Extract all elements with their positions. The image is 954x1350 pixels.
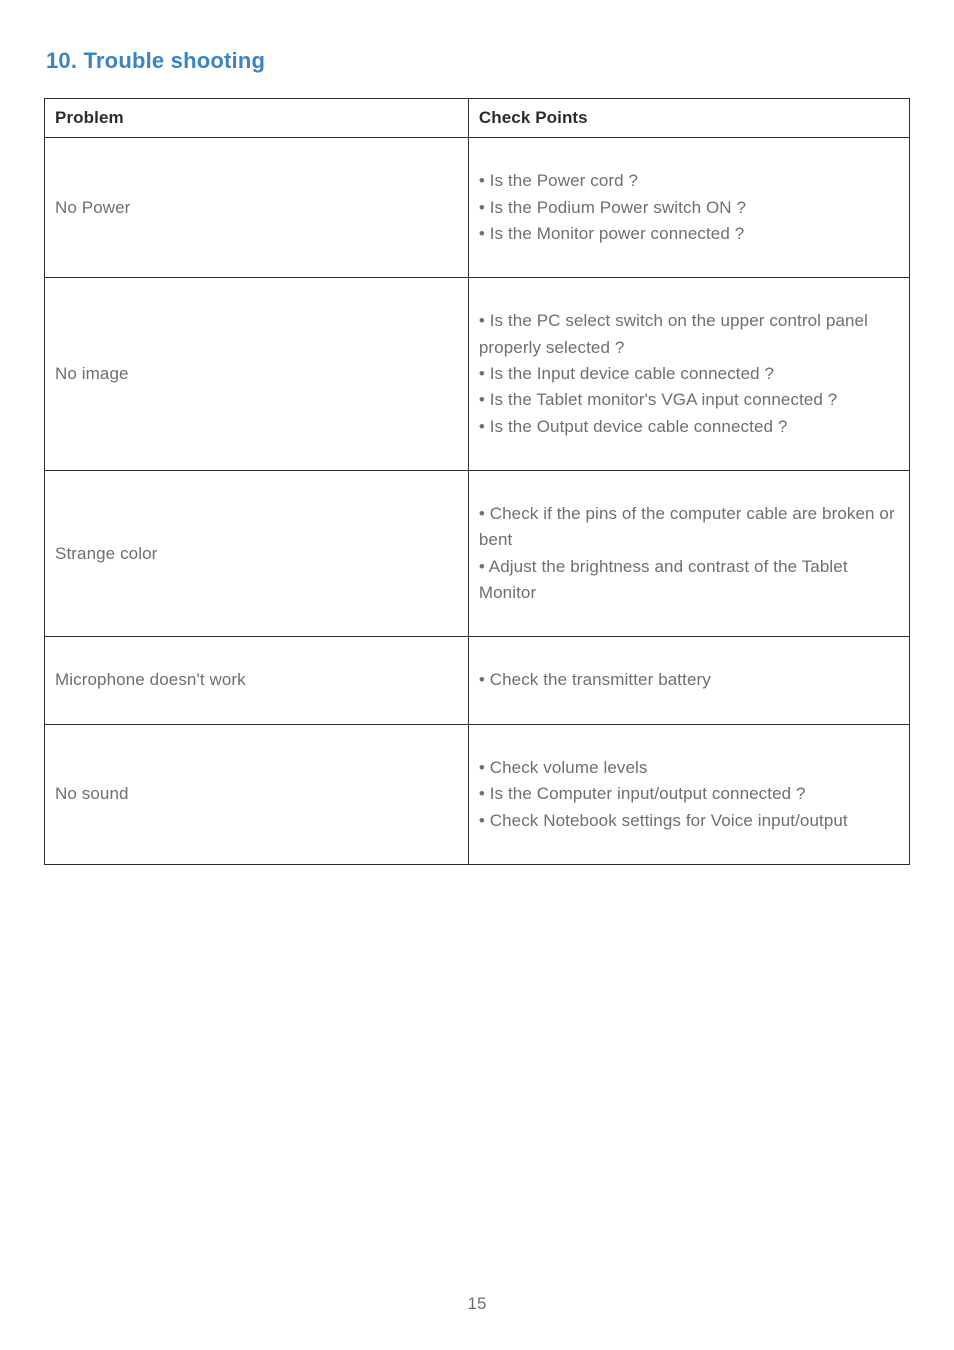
table-row: No Power Is the Power cord ? Is the Podi…	[45, 138, 910, 278]
section-title: 10. Trouble shooting	[46, 48, 910, 74]
check-point-item: Is the Input device cable connected ?	[479, 361, 899, 387]
document-page: 10. Trouble shooting Problem Check Point…	[0, 0, 954, 1350]
problem-cell: No image	[45, 278, 469, 471]
check-point-item: Is the PC select switch on the upper con…	[479, 308, 899, 361]
check-points-list: Check if the pins of the computer cable …	[479, 501, 899, 606]
check-point-item: Is the Tablet monitor's VGA input connec…	[479, 387, 899, 413]
check-points-cell: Check the transmitter battery	[468, 637, 909, 724]
check-point-item: Check if the pins of the computer cable …	[479, 501, 899, 554]
check-points-cell: Check volume levels Is the Computer inpu…	[468, 724, 909, 864]
check-point-item: Check volume levels	[479, 755, 899, 781]
troubleshooting-table: Problem Check Points No Power Is the Pow…	[44, 98, 910, 865]
check-point-item: Check Notebook settings for Voice input/…	[479, 808, 899, 834]
check-point-item: Adjust the brightness and contrast of th…	[479, 554, 899, 607]
table-row: Microphone doesn't work Check the transm…	[45, 637, 910, 724]
check-point-item: Is the Power cord ?	[479, 168, 899, 194]
check-points-cell: Is the PC select switch on the upper con…	[468, 278, 909, 471]
check-points-cell: Is the Power cord ? Is the Podium Power …	[468, 138, 909, 278]
column-header-check-points: Check Points	[468, 99, 909, 138]
problem-cell: No Power	[45, 138, 469, 278]
check-point-item: Is the Podium Power switch ON ?	[479, 195, 899, 221]
page-number: 15	[0, 1294, 954, 1314]
table-row: No sound Check volume levels Is the Comp…	[45, 724, 910, 864]
check-points-list: Is the Power cord ? Is the Podium Power …	[479, 168, 899, 247]
table-body: No Power Is the Power cord ? Is the Podi…	[45, 138, 910, 865]
table-row: No image Is the PC select switch on the …	[45, 278, 910, 471]
check-points-list: Check the transmitter battery	[479, 667, 899, 693]
table-header: Problem Check Points	[45, 99, 910, 138]
check-point-item: Check the transmitter battery	[479, 667, 899, 693]
problem-cell: No sound	[45, 724, 469, 864]
problem-cell: Strange color	[45, 471, 469, 637]
check-point-item: Is the Computer input/output connected ?	[479, 781, 899, 807]
problem-cell: Microphone doesn't work	[45, 637, 469, 724]
check-point-item: Is the Output device cable connected ?	[479, 414, 899, 440]
check-point-item: Is the Monitor power connected ?	[479, 221, 899, 247]
column-header-problem: Problem	[45, 99, 469, 138]
check-points-list: Is the PC select switch on the upper con…	[479, 308, 899, 440]
table-row: Strange color Check if the pins of the c…	[45, 471, 910, 637]
check-points-cell: Check if the pins of the computer cable …	[468, 471, 909, 637]
check-points-list: Check volume levels Is the Computer inpu…	[479, 755, 899, 834]
